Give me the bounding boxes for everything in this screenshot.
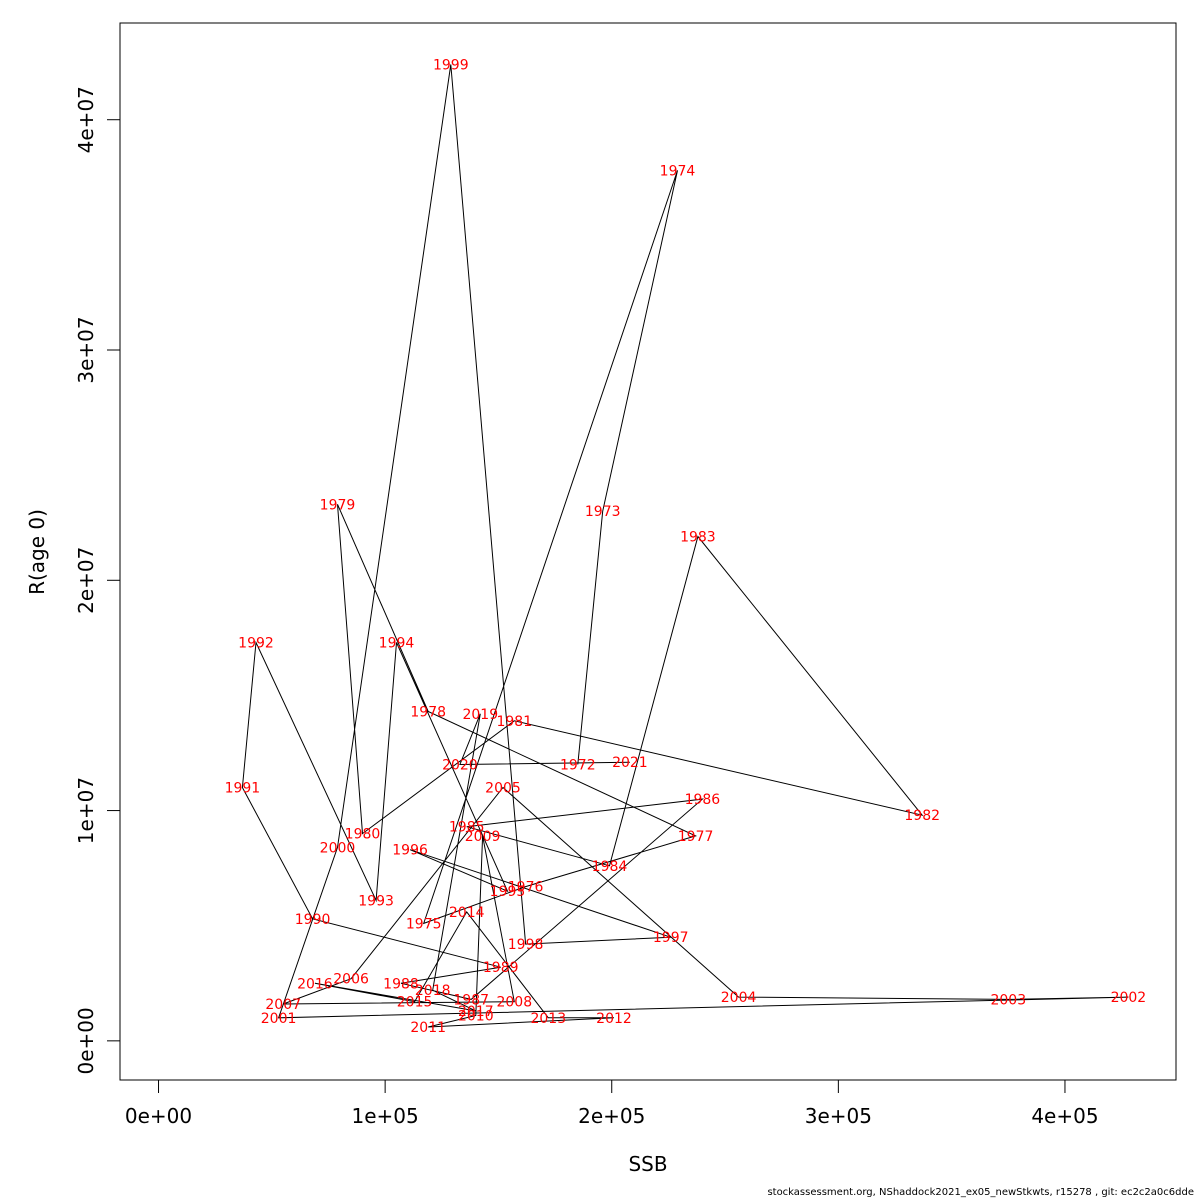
point-label-1989: 1989 [483,960,519,976]
point-label-1992: 1992 [238,636,274,652]
x-tick-label: 1e+05 [352,1104,419,1128]
y-tick-label: 1e+07 [74,777,98,844]
point-label-1977: 1977 [678,829,714,845]
point-label-1987: 1987 [453,992,489,1008]
y-tick-label: 4e+07 [74,86,98,153]
point-label-2006: 2006 [333,972,369,988]
point-label-1983: 1983 [680,530,716,546]
point-label-1985: 1985 [449,820,485,836]
point-label-1991: 1991 [225,781,261,797]
point-label-2014: 2014 [449,905,485,921]
point-labels: 1972 1973 1974 1975 1976 1977 1978 1979 1980 1981… [225,58,1147,1037]
x-tick-label: 4e+05 [1031,1104,1098,1128]
point-label-1997: 1997 [653,930,689,946]
point-label-2019: 2019 [462,707,498,723]
point-label-1984: 1984 [592,859,628,875]
x-tick-label: 2e+05 [578,1104,645,1128]
y-axis: 0e+00 1e+07 2e+07 3e+07 4e+07 [74,86,121,1074]
point-label-2015: 2015 [397,995,433,1011]
point-label-2018: 2018 [415,983,451,999]
point-label-2001: 2001 [261,1011,297,1027]
point-label-2013: 2013 [530,1011,566,1027]
point-label-2017: 2017 [458,1004,494,1020]
point-label-2003: 2003 [990,992,1026,1008]
point-label-2021: 2021 [612,755,648,771]
y-tick-label: 3e+07 [74,316,98,383]
point-label-1998: 1998 [508,937,544,953]
point-label-1973: 1973 [585,504,621,520]
point-label-1982: 1982 [904,808,940,824]
y-tick-label: 2e+07 [74,547,98,614]
footer-caption: stockassessment.org, NShaddock2021_ex05_… [767,1187,1194,1198]
x-axis: 0e+00 1e+05 2e+05 3e+05 4e+05 [125,1079,1099,1128]
point-label-1988: 1988 [383,976,419,992]
plot-frame [119,22,1177,1081]
x-tick-label: 0e+00 [125,1104,192,1128]
point-label-1996: 1996 [392,843,428,859]
y-tick-label: 0e+00 [74,1007,98,1074]
point-label-1974: 1974 [660,163,696,179]
point-label-2011: 2011 [410,1020,446,1036]
point-label-1979: 1979 [320,497,356,513]
point-label-1995: 1995 [490,884,526,900]
point-label-1986: 1986 [685,792,721,808]
point-label-2009: 2009 [465,829,501,845]
point-label-1976: 1976 [508,880,544,896]
series-line [241,64,1129,1028]
point-label-1981: 1981 [496,714,532,730]
point-label-2016: 2016 [297,976,333,992]
point-label-1993: 1993 [358,893,394,909]
point-label-2004: 2004 [721,990,757,1006]
point-label-1978: 1978 [410,705,446,721]
point-label-2002: 2002 [1111,990,1147,1006]
point-label-1999: 1999 [433,58,469,74]
point-label-2007: 2007 [265,997,301,1013]
point-label-2000: 2000 [320,840,356,856]
point-label-2008: 2008 [496,995,532,1011]
point-label-1990: 1990 [295,912,331,928]
point-label-1972: 1972 [560,758,596,774]
point-label-1975: 1975 [406,916,442,932]
point-label-2020: 2020 [442,758,478,774]
point-label-2010: 2010 [458,1009,494,1025]
x-tick-label: 3e+05 [805,1104,872,1128]
point-label-1994: 1994 [379,636,415,652]
y-axis-title: R(age 0) [25,509,49,595]
point-label-2012: 2012 [596,1011,632,1027]
x-axis-title: SSB [628,1152,667,1176]
point-label-1980: 1980 [345,827,381,843]
point-label-2005: 2005 [485,781,521,797]
